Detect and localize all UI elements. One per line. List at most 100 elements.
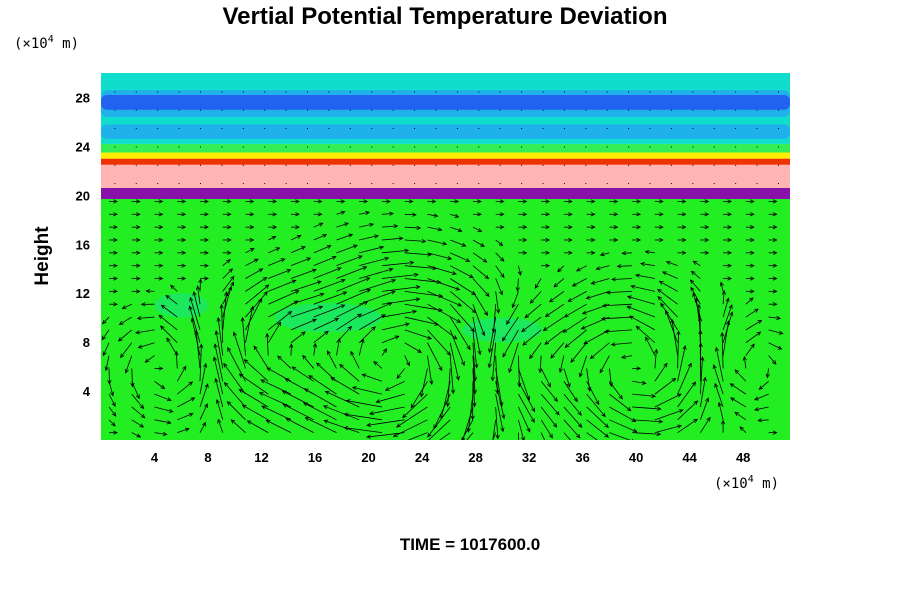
arrow-head [772,250,778,255]
dot [777,164,779,166]
arrow-head [742,355,747,361]
wind-arrow [232,331,246,369]
dot [285,128,287,130]
arrow-shaft [563,381,578,402]
wind-arrow [470,381,475,421]
wind-arrow [517,355,522,388]
y-tick-label: 8 [83,335,90,350]
arrow-shaft [439,432,451,440]
wind-arrow [101,329,110,341]
wind-arrow [199,362,208,395]
arrow-head [280,258,286,263]
arrow-shaft [381,249,409,254]
arrow-head [621,251,627,256]
arrow-shaft [677,345,686,382]
arrow-head [545,237,551,243]
wind-arrow [268,235,277,241]
arrow-head [600,316,606,321]
arrow-head [160,304,166,309]
arrow-head [322,405,328,410]
wind-arrow [222,250,232,255]
wind-arrow [219,303,224,343]
arrow-shaft [539,355,542,373]
arrow-head [366,422,372,427]
wind-arrow [541,250,551,255]
wind-arrow [313,291,348,305]
wind-arrow [502,316,519,342]
arrow-shaft [381,286,420,292]
wind-arrow [450,213,460,218]
wind-arrow [200,225,209,230]
arrow-head [529,299,535,304]
wind-arrow [723,263,733,268]
arrow-head [414,272,419,277]
wind-arrow [268,269,292,279]
arrow-head [720,419,726,425]
arrow-head [457,228,463,233]
wind-arrow [445,368,451,408]
wind-arrow [359,256,390,267]
wind-arrow [104,355,110,372]
wind-arrow [140,302,155,307]
dot [735,146,737,148]
dot [499,91,501,93]
arrow-shaft [495,406,499,439]
wind-arrow [323,419,360,434]
arrow-head [113,289,118,294]
wind-arrow [330,377,360,395]
arrow-head [111,421,116,427]
arrow-shaft [495,278,503,295]
arrow-head [371,326,376,331]
arrow-shaft [131,393,144,409]
wind-arrow [131,419,145,428]
arrow-shaft [568,291,587,302]
arrow-head [458,443,461,447]
arrow-head [499,225,505,230]
arrow-shaft [559,355,565,373]
wind-arrow [427,290,463,307]
dot [435,128,437,130]
arrow-shaft [461,419,474,440]
wind-arrow [336,199,346,204]
arrow-head [293,300,299,305]
arrow-head [158,199,164,204]
dot [242,128,244,130]
wind-arrow [632,237,642,243]
arrow-shaft [632,419,663,423]
arrow-shaft [428,419,451,440]
wind-arrow [524,303,542,319]
arrow-shaft [427,278,460,291]
arrow-shaft [631,285,655,292]
arrow-head [499,199,505,204]
arrow-shaft [472,252,487,263]
arrow-head [294,290,300,295]
wind-arrow [700,416,711,433]
wind-arrow [495,406,500,440]
wind-arrow [699,356,705,395]
arrow-head [564,343,570,348]
arrow-shaft [522,329,542,346]
arrow-shaft [553,278,565,288]
wind-arrow [427,265,457,276]
arrow-shaft [323,405,360,421]
dot [542,164,544,166]
arrow-shaft [645,251,655,254]
arrow-head [734,411,740,417]
dot [649,128,651,130]
arrow-head [573,443,577,447]
arrow-shaft [119,316,132,325]
wind-arrow [722,304,733,331]
dot [200,109,202,111]
wind-arrow [511,291,519,309]
wind-arrow [644,249,655,255]
dot [563,164,565,166]
arrow-head [201,421,206,427]
y-axis-label: Height [32,226,53,286]
arrow-head [160,384,166,390]
arrow-head [487,363,492,369]
wind-arrow [222,199,232,204]
dot [414,109,416,111]
blue-band-2 [101,124,790,140]
arrow-head [113,430,118,435]
wind-arrow [472,291,488,317]
